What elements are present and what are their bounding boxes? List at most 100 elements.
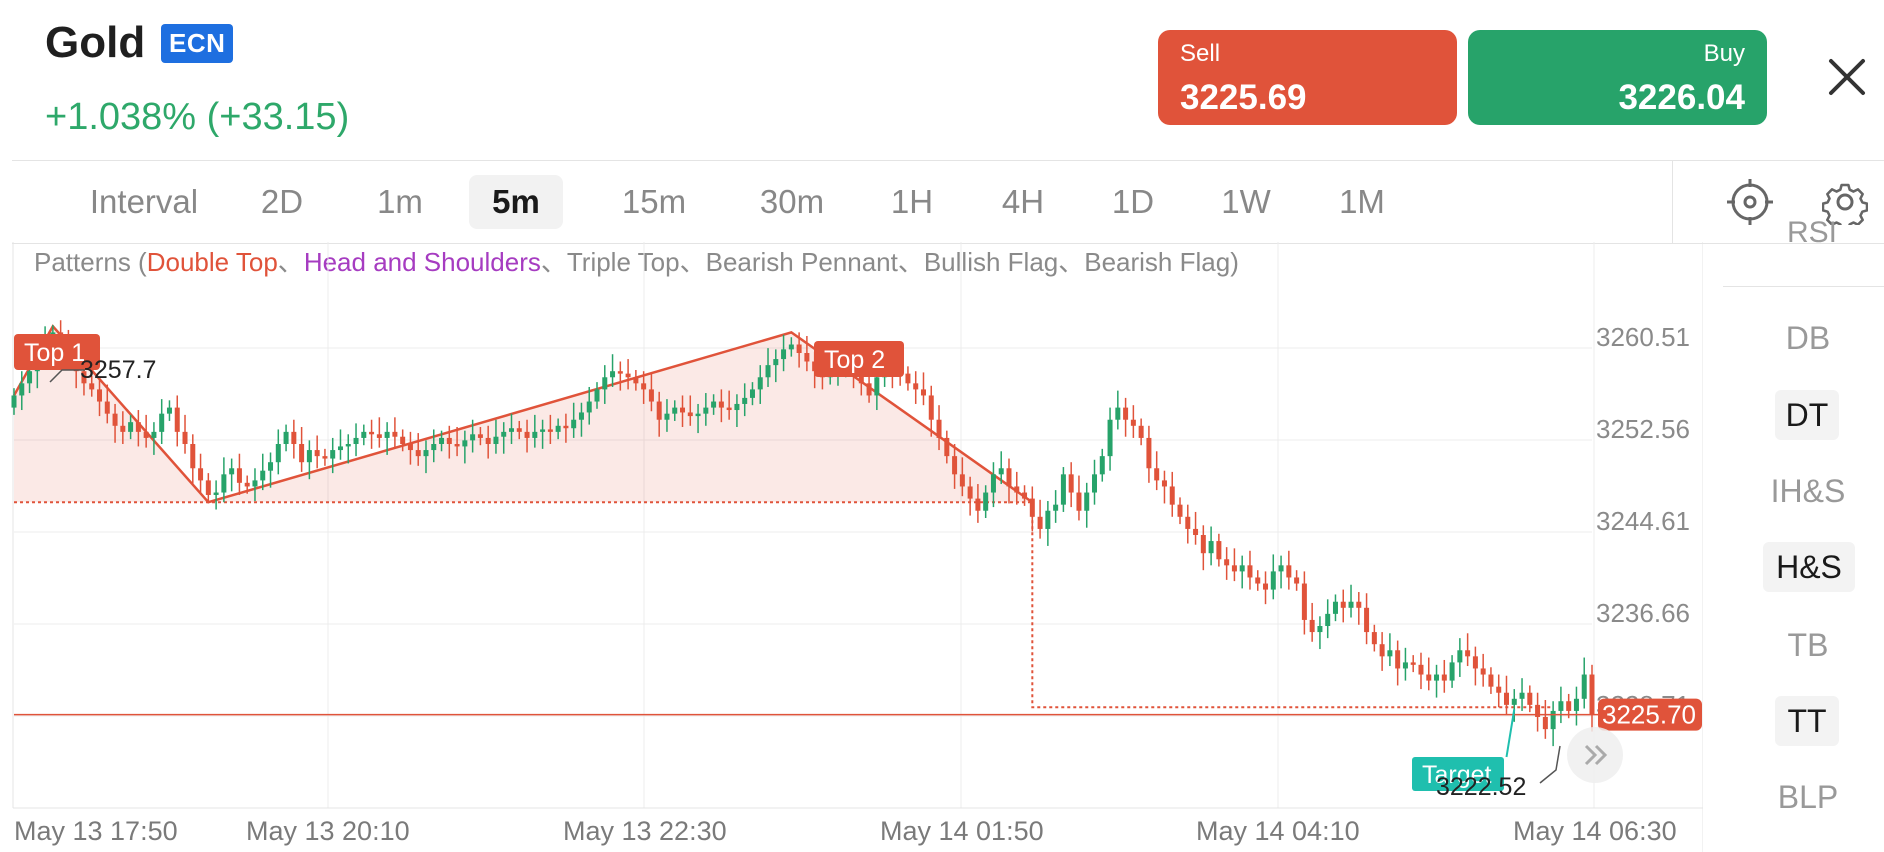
candle-body: [244, 482, 250, 487]
candle: [128, 414, 134, 440]
candle: [415, 433, 421, 466]
candle: [1496, 674, 1502, 708]
sell-button[interactable]: Sell 3225.69: [1158, 30, 1457, 125]
candle: [1535, 692, 1541, 732]
candle: [1216, 533, 1222, 567]
candle: [198, 453, 204, 493]
candle-body: [610, 371, 616, 378]
tab-5m[interactable]: 5m: [469, 175, 563, 229]
candle-body: [1045, 510, 1051, 529]
pattern-area: [14, 326, 1033, 503]
candle: [1480, 653, 1486, 687]
candle-body: [990, 474, 996, 493]
candle: [182, 414, 188, 454]
candle-body: [384, 431, 390, 438]
candle-body: [1177, 504, 1183, 517]
tab-1h[interactable]: 1H: [890, 183, 934, 220]
candle: [166, 400, 172, 421]
close-icon[interactable]: [1825, 55, 1869, 99]
candle: [1573, 686, 1579, 726]
candle-body: [1022, 492, 1028, 499]
candle-body: [788, 344, 794, 350]
candle: [205, 473, 211, 503]
x-tick-label: May 14 06:30: [1513, 816, 1677, 846]
pattern-db-button[interactable]: DB: [1785, 320, 1831, 356]
candle-body: [1480, 668, 1486, 675]
candle-body: [687, 412, 693, 417]
pattern-blp-button[interactable]: BLP: [1777, 779, 1839, 815]
candle: [11, 388, 17, 415]
candle-body: [337, 446, 343, 451]
candle: [174, 395, 180, 447]
candle-body: [166, 407, 172, 414]
rsi-label[interactable]: RSI: [1787, 216, 1838, 249]
pattern-hs-button[interactable]: H&S: [1763, 542, 1855, 592]
candle: [104, 384, 110, 424]
candle: [275, 429, 281, 475]
pattern-dt-button[interactable]: DT: [1775, 390, 1839, 440]
candle: [159, 399, 165, 444]
candle: [687, 395, 693, 426]
candle: [1434, 664, 1440, 698]
buy-button[interactable]: Buy 3226.04: [1468, 30, 1767, 125]
candle-body: [1200, 535, 1206, 554]
tab-15m[interactable]: 15m: [621, 183, 687, 220]
candle-body: [1426, 674, 1432, 681]
tab-4h[interactable]: 4H: [1001, 183, 1045, 220]
tab-1m[interactable]: 1m: [377, 183, 423, 220]
candle: [1247, 550, 1253, 590]
gear-icon[interactable]: [1822, 179, 1868, 225]
sell-label: Sell: [1180, 40, 1221, 67]
candle-body: [1356, 601, 1362, 608]
candle: [1441, 659, 1447, 693]
candle-body: [540, 429, 546, 432]
candle-body: [1441, 674, 1447, 681]
candle: [905, 366, 911, 391]
candle: [337, 429, 343, 460]
candle: [594, 382, 600, 409]
candle-body: [1084, 492, 1090, 511]
pattern-tb-button[interactable]: TB: [1787, 627, 1829, 663]
candle: [967, 476, 973, 516]
candle-body: [1496, 686, 1502, 693]
pattern-ihs-button[interactable]: IH&S: [1770, 473, 1846, 509]
crosshair-icon[interactable]: [1727, 179, 1773, 225]
candle: [151, 422, 157, 455]
tab-30m[interactable]: 30m: [759, 183, 825, 220]
tab-1w[interactable]: 1W: [1221, 183, 1271, 220]
candle-body: [299, 444, 305, 463]
candle: [555, 418, 561, 440]
candle-body: [151, 431, 157, 438]
candle-body: [625, 373, 631, 378]
y-tick-label: 3236.66: [1596, 598, 1690, 628]
candle-body: [936, 419, 942, 438]
candle-body: [454, 444, 460, 447]
pattern-tt-button[interactable]: TT: [1775, 696, 1839, 746]
candle: [1426, 657, 1432, 691]
candle-body: [1138, 425, 1144, 438]
tab-1d[interactable]: 1D: [1111, 183, 1155, 220]
candle: [1301, 571, 1307, 635]
candle: [190, 434, 196, 486]
patterns-prefix: Patterns (: [34, 247, 147, 277]
candle-body: [306, 450, 312, 463]
candle-body: [1550, 710, 1556, 730]
candle-body: [983, 492, 989, 511]
candle-body: [97, 389, 103, 402]
candle-body: [959, 474, 965, 487]
candle-body: [275, 444, 281, 463]
candle: [446, 425, 452, 459]
candle-body: [508, 428, 514, 432]
candle: [1527, 685, 1533, 713]
candle: [1193, 511, 1199, 545]
candle-body: [1123, 407, 1129, 420]
interval-tabbar: Interval 2D 1m 5m 15m 30m 1H 4H 1D 1W 1M: [12, 160, 1884, 244]
tab-1mo[interactable]: 1M: [1339, 183, 1385, 220]
candle-body: [81, 371, 87, 384]
candle-body: [330, 450, 336, 459]
scroll-latest-button[interactable]: [1567, 727, 1623, 783]
candle-body: [213, 492, 219, 495]
candle-body: [1395, 650, 1401, 669]
tab-2d[interactable]: 2D: [260, 183, 304, 220]
